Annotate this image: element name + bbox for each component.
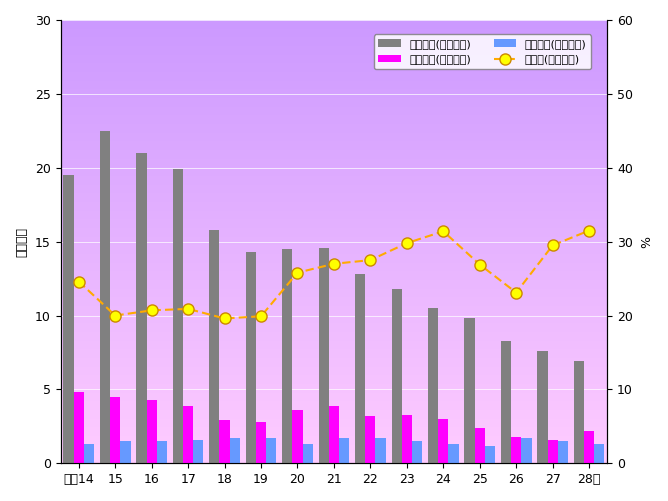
Bar [266,438,277,463]
検挙率(右目盛り) [330,261,338,267]
検挙率(右目盛り) [293,270,301,276]
Bar [136,153,146,463]
Bar [246,252,256,463]
検挙率(右目盛り) [148,307,156,313]
Bar [584,431,595,463]
Bar [100,131,110,463]
Bar [511,437,521,463]
Bar [485,445,495,463]
検挙率(右目盛り) [476,262,484,268]
Bar [63,175,73,463]
Bar [146,400,157,463]
検挙率(右目盛り) [585,227,593,233]
Bar [183,406,193,463]
Bar [595,444,605,463]
Bar [558,441,568,463]
Bar [220,420,230,463]
Legend: 認知件数(左目盛り), 検挙件数(左目盛り), 検挙人員(左目盛り), 検挙率(右目盛り): 認知件数(左目盛り), 検挙件数(左目盛り), 検挙人員(左目盛り), 検挙率(… [374,35,591,69]
Bar [256,422,266,463]
Bar [293,410,303,463]
Bar [521,438,532,463]
Bar [548,440,558,463]
Bar [303,444,313,463]
Bar [355,274,365,463]
Bar [438,419,448,463]
Bar [84,444,94,463]
Bar [448,444,459,463]
検挙率(右目盛り) [257,313,265,319]
Bar [401,414,412,463]
Bar [375,438,385,463]
Bar [329,406,339,463]
Bar [365,416,375,463]
検挙率(右目盛り) [220,316,228,322]
検挙率(右目盛り) [111,313,119,319]
Bar [73,392,84,463]
Line: 検挙率(右目盛り): 検挙率(右目盛り) [73,225,595,324]
検挙率(右目盛り) [184,306,192,312]
Bar [110,397,120,463]
Y-axis label: %: % [640,235,653,247]
Bar [574,361,584,463]
検挙率(右目盛り) [403,240,411,246]
Bar [209,230,220,463]
Bar [391,289,401,463]
検挙率(右目盛り) [366,257,374,263]
検挙率(右目盛り) [75,279,83,285]
Bar [282,249,293,463]
Bar [319,247,329,463]
Bar [193,440,204,463]
Bar [173,169,183,463]
Y-axis label: 万件・人: 万件・人 [15,226,28,257]
Bar [120,441,130,463]
検挙率(右目盛り) [548,242,556,248]
検挙率(右目盛り) [512,290,520,296]
Bar [537,351,548,463]
Bar [464,319,475,463]
Bar [412,441,422,463]
Bar [339,438,349,463]
Bar [230,438,240,463]
Bar [428,308,438,463]
Bar [157,441,167,463]
検挙率(右目盛り) [440,228,448,234]
Bar [501,341,511,463]
Bar [475,428,485,463]
